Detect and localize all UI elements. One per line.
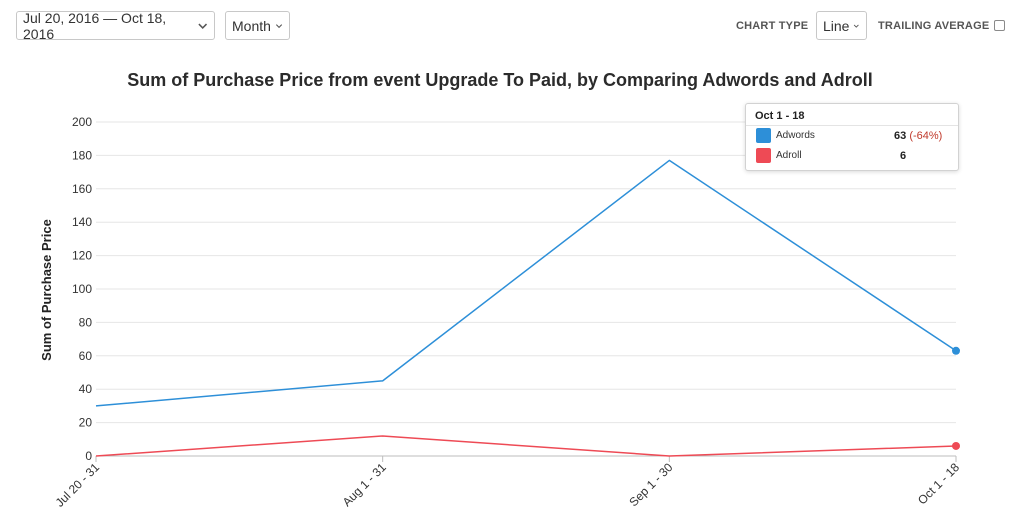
series-line-adwords — [95, 159, 957, 407]
tooltip-divider — [746, 125, 958, 126]
interval-select[interactable]: Month — [225, 11, 290, 40]
tooltip-row-adwords: Adwords 63 (-64%) — [756, 128, 952, 144]
tooltip-series-value: 6 — [900, 150, 906, 162]
date-range-select[interactable]: Jul 20, 2016 — Oct 18, 2016 — [16, 9, 215, 42]
y-tick-label: 160 — [72, 182, 92, 196]
y-tick-label: 100 — [72, 282, 92, 296]
date-range-value: Jul 20, 2016 — Oct 18, 2016 — [23, 9, 167, 42]
chevron-down-icon — [275, 23, 283, 28]
tooltip-value-number: 63 — [894, 130, 907, 142]
x-tick-label: Aug 1 - 31 — [340, 460, 389, 509]
y-tick-label: 80 — [79, 315, 93, 329]
chevron-down-icon — [854, 24, 860, 28]
tooltip-value-number: 6 — [900, 150, 907, 162]
y-tick-label: 0 — [85, 449, 92, 463]
chart-tooltip: Oct 1 - 18 Adwords 63 (-64%) Adroll 6 — [745, 103, 959, 171]
chart-title: Sum of Purchase Price from event Upgrade… — [127, 70, 873, 90]
y-tick-label: 20 — [79, 416, 93, 430]
y-tick-label: 40 — [79, 382, 93, 396]
chart-type-label: CHART TYPE — [736, 20, 809, 32]
adwords-swatch — [756, 128, 771, 143]
y-tick-label: 200 — [72, 115, 92, 129]
tooltip-change: (-64%) — [909, 130, 943, 142]
tooltip-header: Oct 1 - 18 — [755, 110, 805, 122]
chevron-down-icon — [197, 23, 207, 29]
tooltip-series-value: 63 (-64%) — [894, 130, 942, 142]
x-tick-label: Sep 1 - 30 — [626, 460, 675, 509]
x-tick-label: Oct 1 - 18 — [915, 460, 962, 507]
trailing-average-label: TRAILING AVERAGE — [878, 20, 990, 32]
data-point-adwords — [952, 346, 960, 355]
interval-value: Month — [232, 17, 271, 34]
chart-type-value: Line — [823, 17, 850, 34]
tooltip-series-name: Adwords — [776, 130, 815, 141]
y-tick-label: 60 — [79, 349, 93, 363]
y-tick-label: 180 — [72, 148, 92, 162]
adroll-swatch — [756, 148, 771, 163]
tooltip-series-name: Adroll — [776, 150, 802, 161]
data-point-adroll — [952, 441, 960, 450]
y-axis-label: Sum of Purchase Price — [39, 219, 54, 361]
y-tick-label: 120 — [72, 249, 92, 263]
series-line-adroll — [95, 435, 957, 457]
tooltip-row-adroll: Adroll 6 — [756, 148, 952, 164]
x-tick-label: Jul 20 - 31 — [53, 460, 103, 510]
y-tick-label: 140 — [72, 215, 92, 229]
trailing-average-checkbox[interactable] — [994, 20, 1005, 31]
chart-type-select[interactable]: Line — [816, 11, 867, 40]
